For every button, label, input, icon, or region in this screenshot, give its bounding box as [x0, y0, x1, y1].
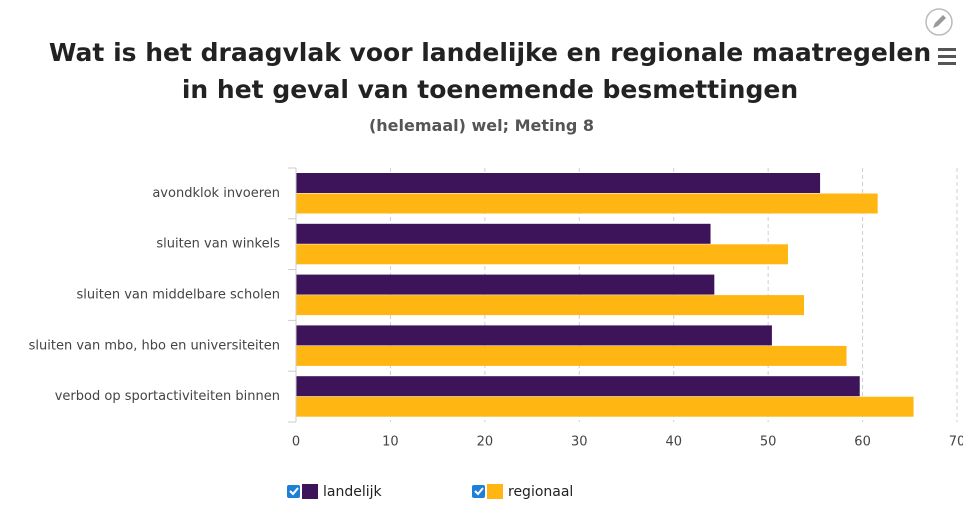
y-tick-label: sluiten van winkels	[156, 237, 280, 252]
bar	[296, 396, 914, 417]
bar	[296, 376, 860, 397]
bar	[296, 193, 878, 214]
x-tick-label: 70	[949, 435, 963, 450]
legend-label[interactable]: regionaal	[508, 484, 573, 500]
x-tick-label: 60	[854, 435, 871, 450]
bar	[296, 244, 788, 265]
legend-checkbox[interactable]	[287, 485, 300, 498]
bar	[296, 345, 847, 366]
y-tick-label: sluiten van mbo, hbo en universiteiten	[29, 338, 280, 353]
x-tick-label: 40	[665, 435, 682, 450]
chart-subtitle: (helemaal) wel; Meting 8	[368, 116, 595, 135]
legend-check	[289, 487, 299, 496]
bar	[296, 274, 715, 295]
x-tick-label: 0	[292, 435, 300, 450]
y-tick-label: avondklok invoeren	[152, 186, 280, 201]
bar	[296, 325, 772, 346]
legend-label[interactable]: landelijk	[323, 484, 383, 500]
bar	[296, 295, 805, 316]
legend-check	[474, 487, 484, 496]
x-tick-label: 10	[382, 435, 399, 450]
bar	[296, 173, 821, 193]
x-tick-label: 30	[571, 435, 588, 450]
y-tick-label: verbod op sportactiviteiten binnen	[55, 389, 280, 404]
legend-checkbox[interactable]	[472, 485, 485, 498]
legend-swatch	[302, 484, 318, 499]
x-tick-label: 50	[760, 435, 777, 450]
edit-button[interactable]	[925, 8, 953, 36]
bar	[296, 223, 711, 244]
legend-swatch	[487, 484, 503, 499]
x-tick-label: 20	[477, 435, 494, 450]
menu-button[interactable]	[938, 48, 956, 65]
chart-title: Wat is het draagvlak voor landelijke en …	[48, 38, 932, 104]
y-tick-label: sluiten van middelbare scholen	[77, 288, 281, 303]
